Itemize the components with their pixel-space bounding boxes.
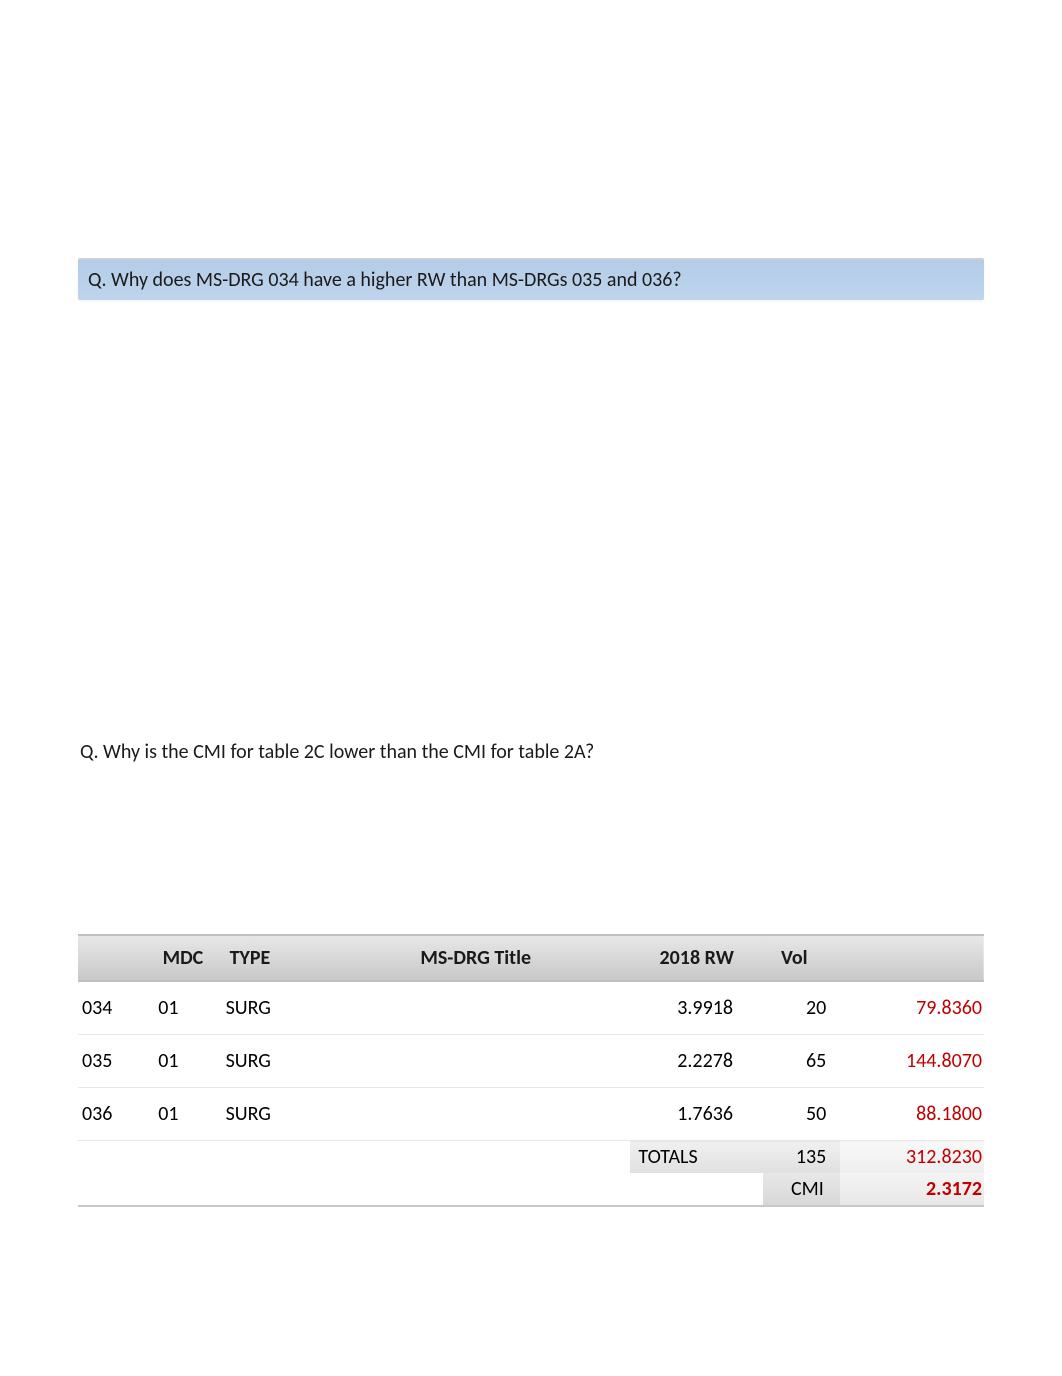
header-title: MS-DRG Title [321, 935, 630, 981]
cell-mdc: 01 [144, 981, 221, 1035]
header-rw: 2018 RW [630, 935, 763, 981]
table-header-row: MDC TYPE MS-DRG Title 2018 RW Vol [78, 935, 984, 981]
cmi-row: CMI 2.3172 [78, 1173, 984, 1206]
empty-cell [321, 1141, 630, 1174]
totals-calc: 312.8230 [840, 1141, 984, 1174]
empty-cell [222, 1141, 321, 1174]
table-row: 035 01 SURG 2.2278 65 144.8070 [78, 1035, 984, 1088]
cell-calc: 79.8360 [840, 981, 984, 1035]
cell-vol: 20 [763, 981, 840, 1035]
page-content: Q. Why does MS-DRG 034 have a higher RW … [0, 0, 1062, 1207]
cell-rw: 3.9918 [630, 981, 763, 1035]
cell-rw: 2.2278 [630, 1035, 763, 1088]
cmi-label: CMI [763, 1173, 840, 1206]
cell-type: SURG [222, 1035, 321, 1088]
question-1-highlighted: Q. Why does MS-DRG 034 have a higher RW … [78, 258, 984, 300]
cell-rw: 1.7636 [630, 1088, 763, 1141]
totals-label: TOTALS [630, 1141, 763, 1174]
totals-row: TOTALS 135 312.8230 [78, 1141, 984, 1174]
cell-mdc: 01 [144, 1088, 221, 1141]
cell-title [321, 1035, 630, 1088]
cell-type: SURG [222, 981, 321, 1035]
cell-calc: 88.1800 [840, 1088, 984, 1141]
empty-cell [78, 1173, 144, 1206]
empty-cell [630, 1173, 763, 1206]
cell-calc: 144.8070 [840, 1035, 984, 1088]
empty-cell [144, 1141, 221, 1174]
cell-vol: 65 [763, 1035, 840, 1088]
header-calc [840, 935, 984, 981]
cell-mdc: 01 [144, 1035, 221, 1088]
cell-drg: 034 [78, 981, 144, 1035]
header-mdc: MDC [144, 935, 221, 981]
table-row: 034 01 SURG 3.9918 20 79.8360 [78, 981, 984, 1035]
cell-title [321, 981, 630, 1035]
totals-vol: 135 [763, 1141, 840, 1174]
question-2: Q. Why is the CMI for table 2C lower tha… [78, 740, 984, 764]
cell-drg: 035 [78, 1035, 144, 1088]
empty-cell [144, 1173, 221, 1206]
spacer [78, 300, 984, 740]
empty-cell [321, 1173, 630, 1206]
cmi-value: 2.3172 [840, 1173, 984, 1206]
header-drg [78, 935, 144, 981]
cell-type: SURG [222, 1088, 321, 1141]
header-type: TYPE [222, 935, 321, 981]
table-row: 036 01 SURG 1.7636 50 88.1800 [78, 1088, 984, 1141]
spacer [78, 764, 984, 934]
empty-cell [222, 1173, 321, 1206]
cell-vol: 50 [763, 1088, 840, 1141]
spacer [78, 78, 984, 258]
cell-drg: 036 [78, 1088, 144, 1141]
drg-table: MDC TYPE MS-DRG Title 2018 RW Vol 034 01… [78, 934, 984, 1207]
cell-title [321, 1088, 630, 1141]
empty-cell [78, 1141, 144, 1174]
header-vol: Vol [763, 935, 840, 981]
